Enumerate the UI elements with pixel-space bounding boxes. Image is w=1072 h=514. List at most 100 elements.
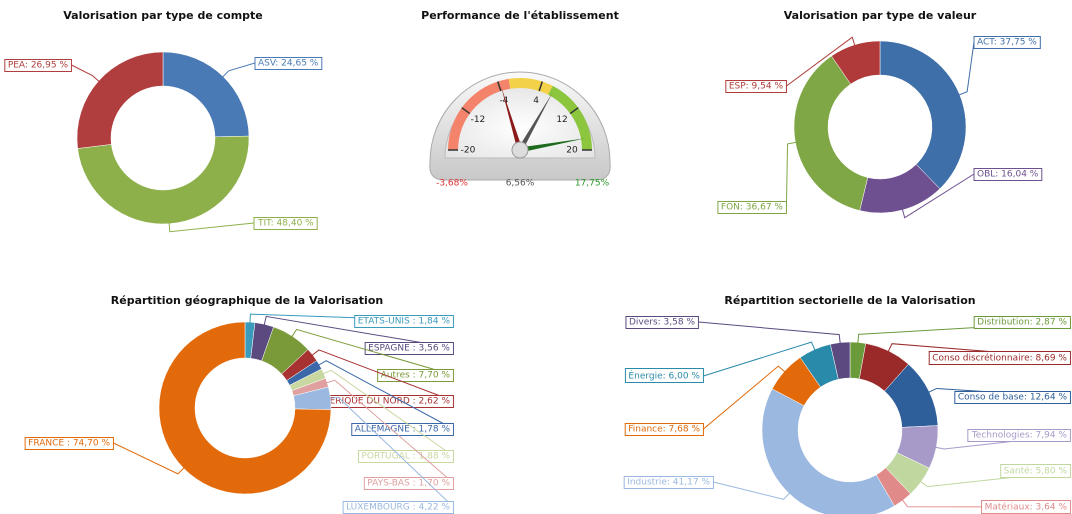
slice-label: LUXEMBOURG : 4,22 % bbox=[346, 503, 450, 513]
label-box bbox=[623, 476, 714, 489]
slice-label: TIT: 48,40 % bbox=[257, 219, 314, 229]
gauge-band bbox=[448, 78, 511, 150]
leader-line bbox=[263, 315, 454, 349]
label-box bbox=[354, 315, 454, 328]
tick-label: 4 bbox=[533, 96, 539, 106]
donut-slice bbox=[831, 40, 881, 85]
donut-slice bbox=[77, 135, 250, 225]
label-box bbox=[4, 59, 72, 72]
leader-line bbox=[698, 321, 841, 345]
tick-label: -20 bbox=[461, 146, 476, 156]
needle-label: -3,68% bbox=[436, 179, 468, 189]
label-box bbox=[967, 429, 1071, 442]
label-box bbox=[928, 351, 1071, 365]
donut-slice bbox=[830, 341, 851, 380]
chart-title: Valorisation par type de valeur bbox=[784, 9, 977, 22]
leader-line bbox=[325, 379, 454, 484]
leader-line bbox=[113, 442, 186, 475]
leader-line bbox=[703, 341, 816, 377]
donut-slice bbox=[879, 40, 967, 190]
donut-slice bbox=[793, 55, 869, 211]
needle-label: 17,75% bbox=[575, 179, 610, 189]
label-box bbox=[717, 201, 787, 214]
gauge-needle bbox=[519, 138, 585, 153]
label-box bbox=[725, 80, 787, 93]
tick-label: 12 bbox=[556, 115, 567, 125]
leader-line bbox=[901, 173, 975, 219]
slice-label: PAYS-BAS : 1,70 % bbox=[367, 479, 450, 489]
label-box bbox=[24, 437, 114, 450]
label-box bbox=[363, 477, 454, 490]
slice-label: OBL: 16,04 % bbox=[977, 170, 1039, 180]
label-box bbox=[364, 342, 454, 355]
leader-line bbox=[957, 41, 975, 96]
slice-label: PEA: 26,95 % bbox=[8, 61, 69, 71]
leader-line bbox=[290, 328, 454, 376]
donut-slice bbox=[76, 51, 164, 149]
chart-title: Répartition sectorielle de la Valorisati… bbox=[724, 294, 975, 307]
label-box bbox=[973, 316, 1071, 329]
donut-slice bbox=[761, 388, 895, 514]
tick-mark bbox=[461, 107, 471, 115]
tick-mark bbox=[538, 81, 543, 92]
leader-line bbox=[310, 349, 454, 402]
slice-label: ESP: 9,54 % bbox=[729, 82, 784, 92]
leader-line bbox=[786, 36, 856, 87]
tick-mark bbox=[569, 107, 579, 115]
slice-label: PORTUGAL : 1,88 % bbox=[361, 452, 450, 462]
tick-label: 20 bbox=[566, 146, 578, 156]
label-box bbox=[624, 368, 704, 383]
slice-label: ACT: 37,75 % bbox=[977, 38, 1037, 48]
slice-label: Distribution: 2,87 % bbox=[977, 318, 1067, 328]
chart-title: Valorisation par type de compte bbox=[63, 9, 263, 22]
slice-label: Conso de base: 12,64 % bbox=[958, 393, 1068, 403]
gauge-needle bbox=[517, 92, 553, 152]
label-box bbox=[954, 391, 1071, 404]
slice-label: Énergie: 6,00 % bbox=[628, 370, 700, 382]
gauge-needle bbox=[501, 86, 523, 151]
label-box bbox=[253, 217, 318, 230]
tick-label: -12 bbox=[471, 115, 486, 125]
label-box bbox=[351, 423, 454, 436]
donut-slice bbox=[158, 321, 332, 495]
slice-label: ALLEMAGNE : 1,78 % bbox=[355, 425, 451, 435]
chart-title: Performance de l'établissement bbox=[421, 9, 619, 22]
leader-line bbox=[703, 365, 787, 430]
leader-line bbox=[321, 369, 454, 457]
label-box bbox=[625, 316, 699, 329]
slice-label: ETATS-UNIS : 1,84 % bbox=[358, 317, 451, 327]
label-box bbox=[254, 57, 323, 70]
leader-line bbox=[168, 221, 255, 233]
gauge-band bbox=[548, 85, 592, 150]
leader-line bbox=[785, 141, 798, 208]
slice-label: Conso discrétionnaire: 8,69 % bbox=[932, 353, 1067, 364]
leader-line bbox=[71, 64, 101, 83]
label-box bbox=[377, 369, 454, 382]
label-box bbox=[1000, 464, 1071, 478]
slice-label: Divers: 3,58 % bbox=[629, 318, 695, 328]
label-box bbox=[624, 423, 704, 436]
slice-label: Technologies: 7,94 % bbox=[971, 431, 1068, 441]
leader-line bbox=[317, 360, 454, 430]
leader-line bbox=[713, 481, 791, 500]
slice-label: Industrie: 41,17 % bbox=[627, 478, 710, 488]
slice-label: Finance: 7,68 % bbox=[628, 425, 700, 435]
label-box bbox=[973, 36, 1041, 49]
needle-label: 6,56% bbox=[506, 179, 535, 189]
leader-line bbox=[328, 396, 454, 508]
slice-label: ASV: 24,65 % bbox=[258, 59, 319, 69]
slice-label: Santé: 5,80 % bbox=[1004, 466, 1068, 477]
slice-label: FRANCE : 74,70 % bbox=[28, 439, 110, 449]
gauge-hub bbox=[511, 141, 529, 159]
label-box bbox=[357, 450, 454, 463]
chart-title: Répartition géographique de la Valorisat… bbox=[111, 294, 383, 307]
donut-slice bbox=[162, 51, 250, 138]
leader-line bbox=[221, 62, 256, 79]
tick-label: -4 bbox=[499, 96, 508, 106]
label-box bbox=[973, 168, 1043, 181]
slice-label: FON: 36,67 % bbox=[721, 203, 784, 213]
slice-label: AMERIQUE DU NORD : 2,62 % bbox=[316, 397, 451, 407]
slice-label: Matériaux: 3,64 % bbox=[985, 502, 1068, 513]
slice-label: ESPAGNE : 3,56 % bbox=[368, 344, 450, 354]
